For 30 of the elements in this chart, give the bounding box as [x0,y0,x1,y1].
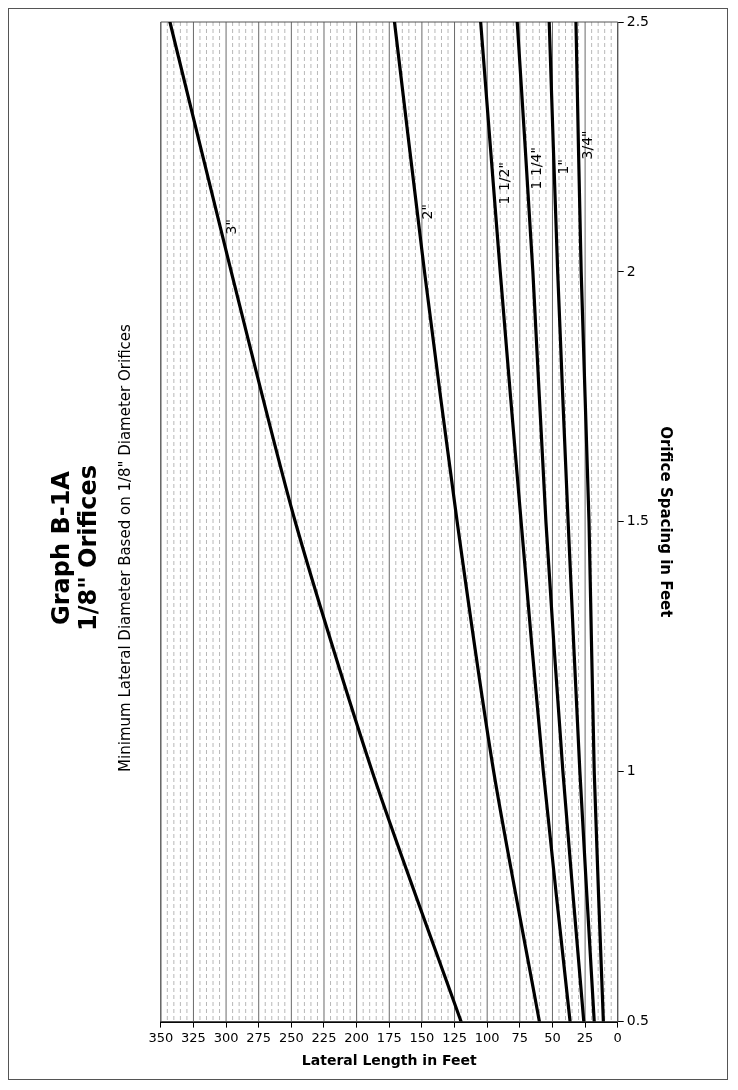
text: 3" [222,219,239,235]
x-tick-label: 0 [613,1029,622,1045]
x-tick-label: 325 [181,1029,206,1045]
x-tick-label: 75 [511,1029,529,1045]
x-tick-label: 125 [442,1029,467,1045]
x-tick-label: 200 [344,1029,370,1045]
x-tick-label: 175 [376,1029,402,1045]
x-axis-title: Lateral Length in Feet [301,1052,477,1069]
x-tick-label: 100 [474,1029,500,1045]
text: 1" [555,159,572,175]
text: 2" [418,204,435,220]
text: Minimum Lateral Diameter Based on 1/8" Diameter Orifices [115,323,134,772]
y-tick-label: 1.5 [626,512,649,529]
x-tick-label: 350 [148,1029,174,1045]
text: Graph B-1A 1/8" Orifices [47,464,102,632]
x-tick-label: 150 [409,1029,435,1045]
x-tick-label: 50 [544,1029,561,1045]
x-tick-label: 225 [311,1029,337,1045]
text: 1 1/4" [528,147,545,190]
x-tick-label: 275 [246,1029,272,1045]
y-tick-label: 2.5 [626,12,649,29]
x-tick-label: 300 [213,1029,239,1045]
text: 1 1/2" [495,162,512,205]
x-tick-label: 250 [278,1029,304,1045]
text: 3/4" [579,130,596,160]
x-tick-label: 25 [576,1029,594,1045]
y-tick-label: 0.5 [626,1012,649,1029]
y-tick-label: 1 [626,762,636,779]
y-tick-label: 2 [626,262,636,279]
y-axis-title: Orifice Spacing in Feet [657,426,676,618]
